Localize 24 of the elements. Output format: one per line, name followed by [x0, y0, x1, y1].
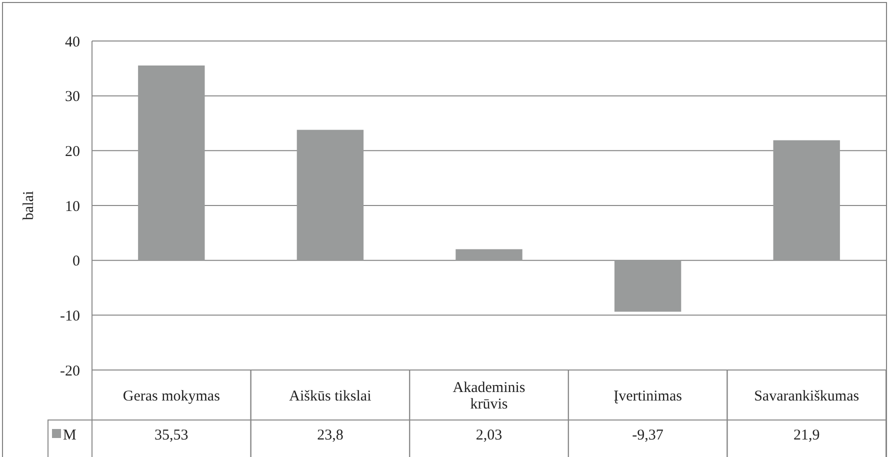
y-tick-label: 40	[65, 34, 80, 50]
data-label: 21,9	[793, 427, 820, 444]
x-tick-label: Savarankiškumas	[754, 388, 860, 404]
legend-label: M	[63, 427, 76, 444]
x-tick-label: Geras mokymas	[122, 388, 220, 404]
x-tick-label: Akademinis krūvis	[452, 380, 526, 412]
x-tick-label: Aiškūs tikslai	[289, 388, 372, 404]
bar	[296, 130, 364, 260]
data-label: -9,37	[632, 427, 664, 444]
bar	[614, 260, 682, 312]
bar	[773, 140, 840, 260]
bar	[138, 66, 205, 260]
y-tick-label: 30	[65, 89, 80, 106]
x-tick-label: Įvertinimas	[614, 388, 682, 404]
y-axis-title: balai	[21, 190, 37, 220]
data-label: 35,53	[154, 427, 188, 444]
y-tick-label: 10	[65, 198, 80, 215]
y-tick-label: -10	[60, 308, 80, 324]
data-label: 23,8	[317, 427, 344, 444]
y-tick-label: 0	[72, 254, 80, 270]
y-tick-label: 20	[65, 144, 80, 160]
data-label: 2,03	[476, 427, 502, 444]
bar	[456, 249, 522, 260]
y-tick-label: -20	[60, 363, 80, 380]
